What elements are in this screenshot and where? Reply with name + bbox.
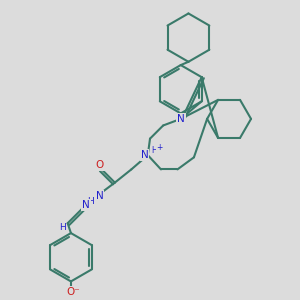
Text: O⁻: O⁻ (66, 287, 80, 297)
Text: N: N (177, 114, 184, 124)
Text: H: H (152, 146, 157, 155)
Text: N: N (96, 191, 104, 201)
Text: H: H (87, 197, 94, 206)
Text: N: N (82, 200, 90, 209)
Text: N: N (141, 150, 148, 160)
Text: +: + (157, 143, 163, 152)
Text: H: H (59, 223, 65, 232)
Text: O: O (95, 160, 104, 170)
